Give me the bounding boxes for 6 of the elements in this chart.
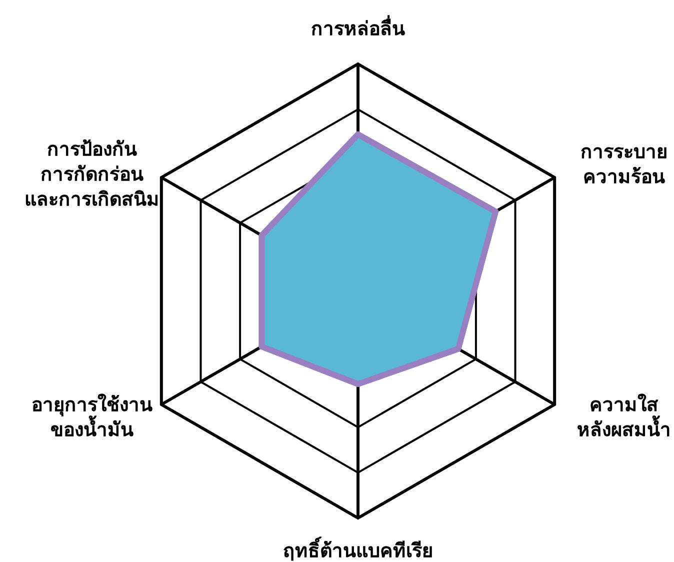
spoke-label: การระบาย ความร้อน (580, 141, 668, 188)
spoke-label: อายุการใช้งาน ของน้ำมัน (32, 393, 153, 442)
spoke-label: การป้องกัน การกัดกร่อน และการเกิดสนิม (24, 138, 160, 211)
spoke-label: ฤทธิ์ต้านแบคทีเรีย (283, 536, 433, 562)
spoke-label: การหล่อลื่น (311, 15, 405, 40)
spoke-label: ความใส หลังผสมน้ำ (576, 393, 671, 442)
